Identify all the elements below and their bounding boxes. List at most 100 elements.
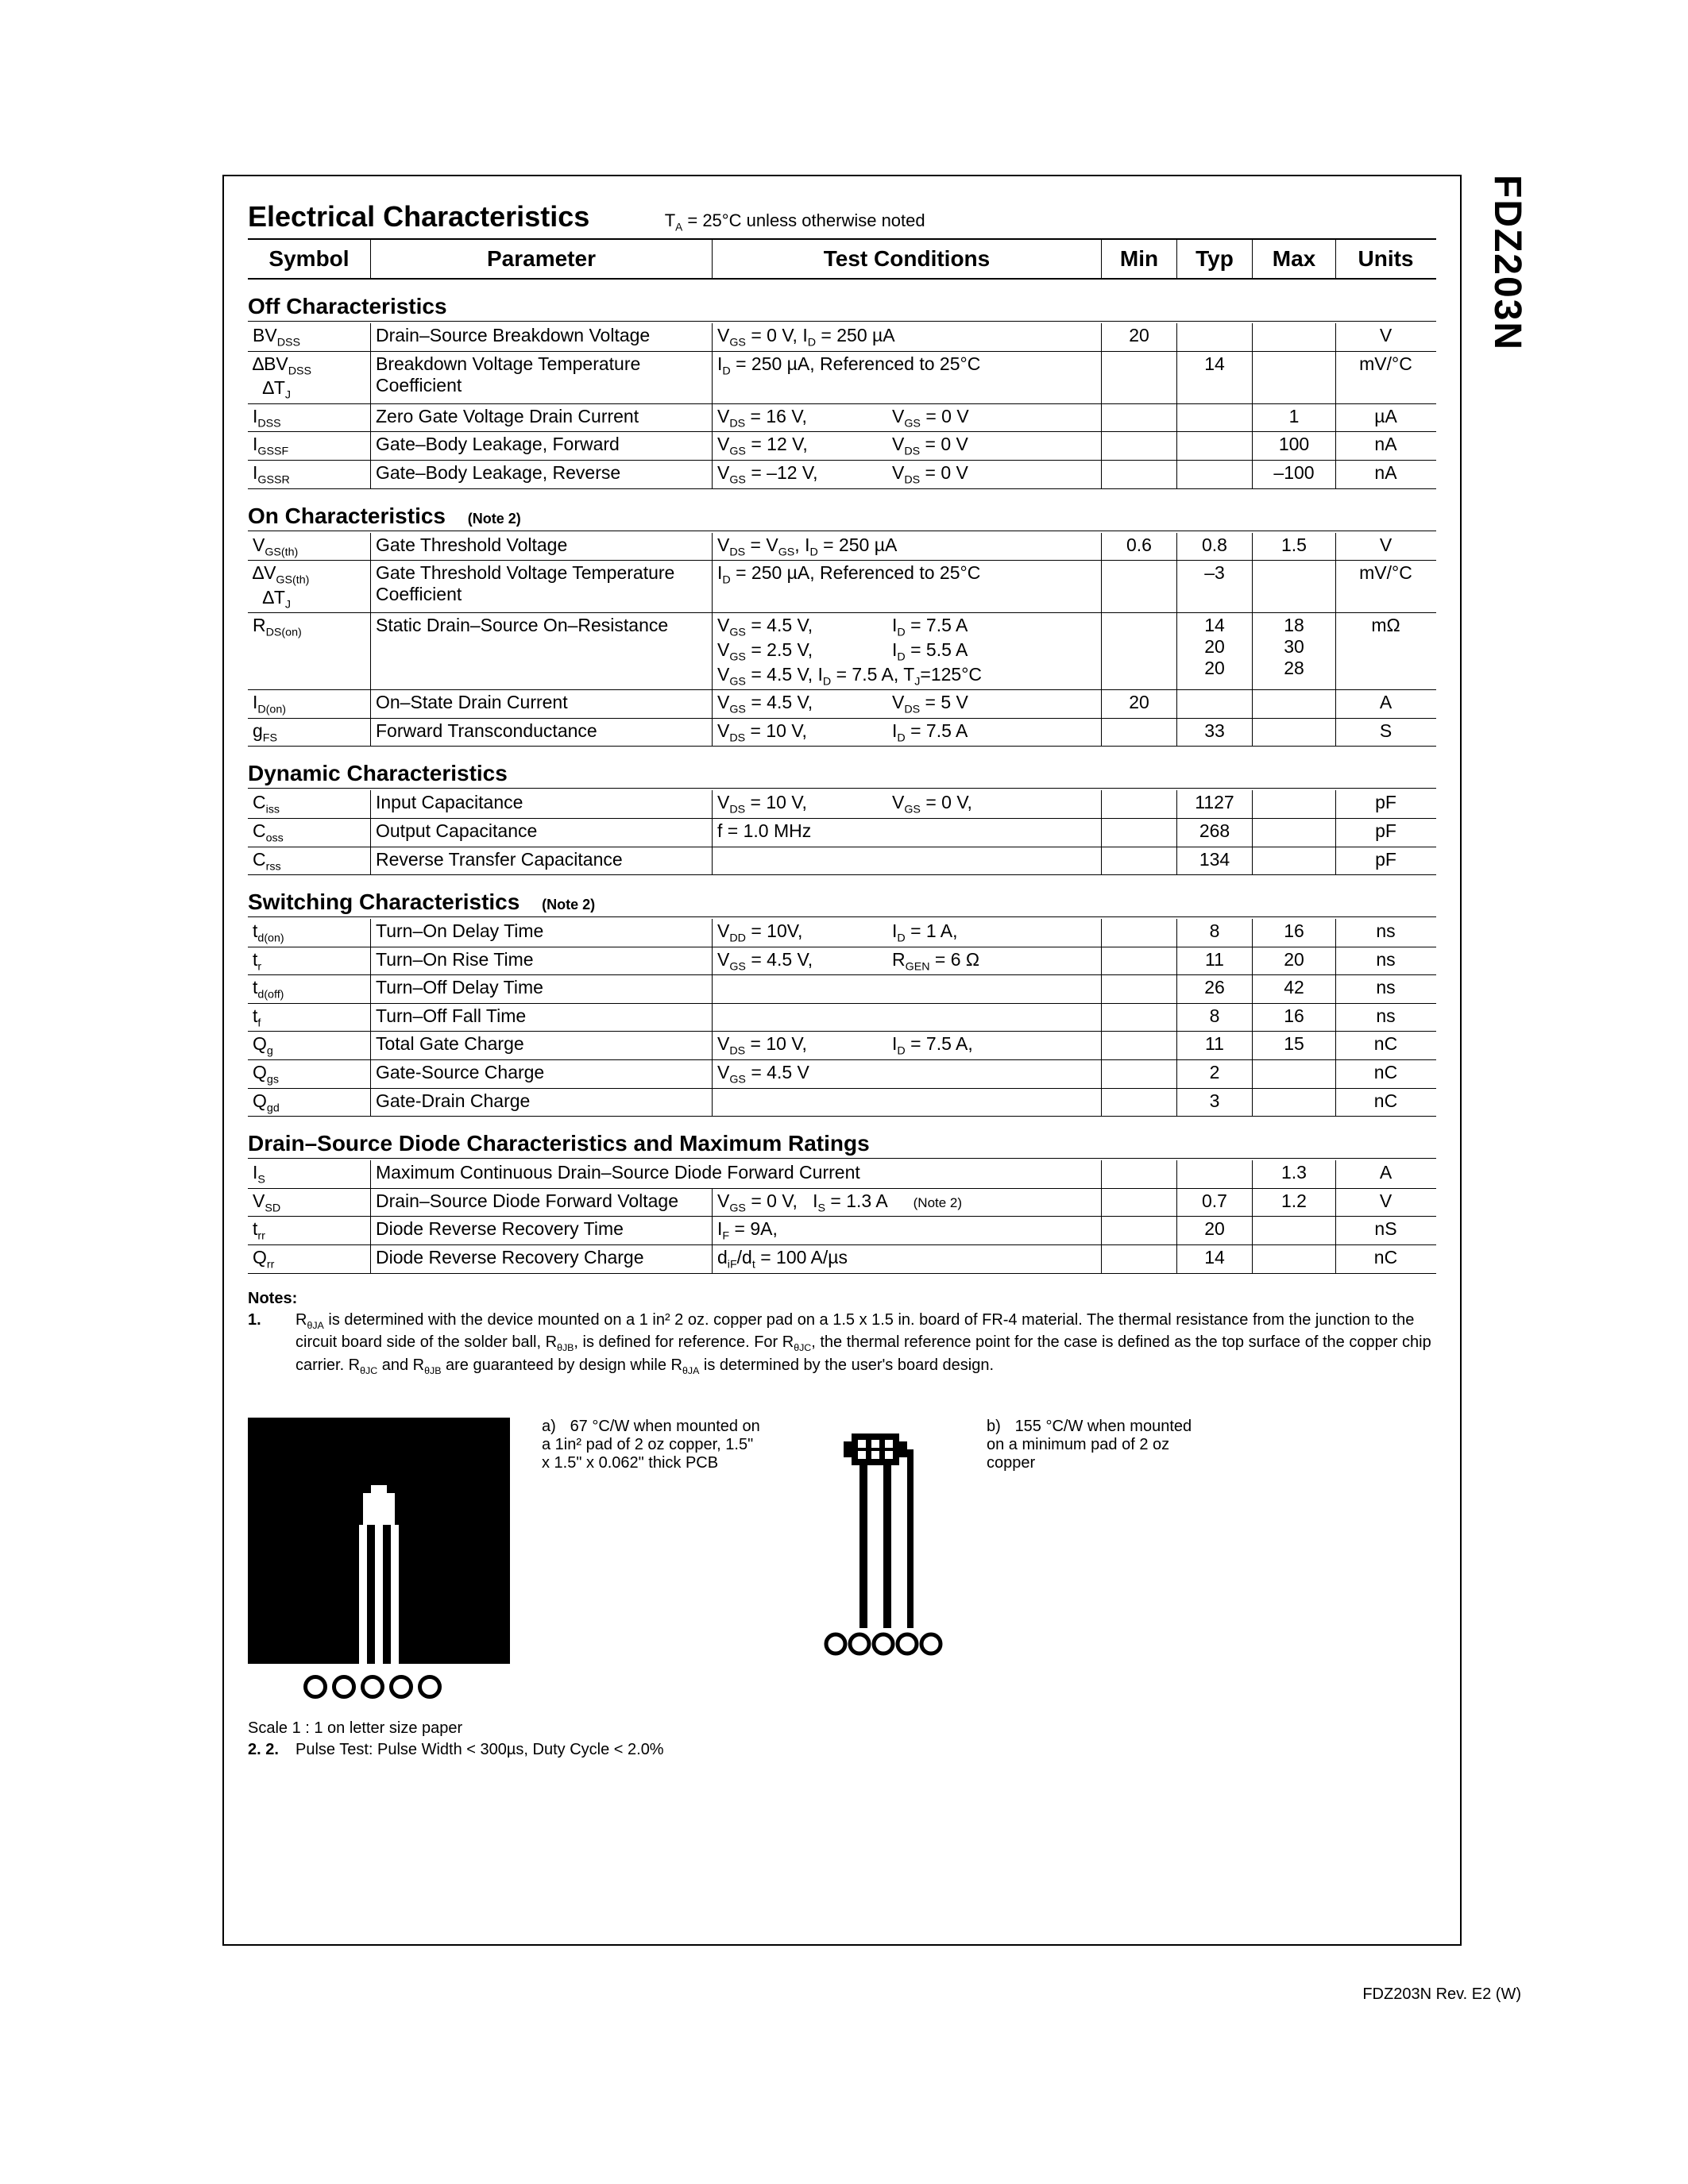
cell-unit: nC: [1336, 1060, 1435, 1088]
section-title: Drain–Source Diode Characteristics and M…: [248, 1131, 1436, 1159]
table-row: ID(on)On–State Drain CurrentVGS = 4.5 V,…: [248, 690, 1436, 719]
pcb-desc-b: b) 155 °C/W when mounted on a minimum pa…: [987, 1418, 1209, 1472]
cell-symbol: Qrr: [248, 1245, 371, 1273]
cell-cond: VGS = 0 V, IS = 1.3 A (Note 2): [713, 1189, 1102, 1217]
cell-min: [1102, 613, 1177, 689]
cell-symbol: tr: [248, 947, 371, 975]
section-title: Off Characteristics: [248, 294, 1436, 322]
cell-cond: VDS = 10 V,ID = 7.5 A,: [713, 1032, 1102, 1059]
table-row: QgTotal Gate ChargeVDS = 10 V,ID = 7.5 A…: [248, 1032, 1436, 1060]
cell-symbol: ∆VGS(th) ∆TJ: [248, 561, 371, 612]
cell-max: [1253, 819, 1336, 847]
table-row: VGS(th)Gate Threshold VoltageVDS = VGS, …: [248, 533, 1436, 561]
cell-param: Turn–Off Delay Time: [371, 975, 713, 1003]
pcb-tag-a: a): [542, 1418, 566, 1436]
cell-min: [1102, 461, 1177, 488]
cell-cond: VDS = 10 V,ID = 7.5 A: [713, 719, 1102, 747]
pcb-pads-a: [303, 1675, 442, 1699]
cell-symbol: IGSSR: [248, 461, 371, 488]
hdr-units: Units: [1336, 240, 1435, 278]
cell-typ: 142020: [1177, 613, 1253, 689]
pcb-diagram-b: [796, 1418, 955, 1664]
cell-param: Diode Reverse Recovery Charge: [371, 1245, 713, 1273]
cell-typ: 14: [1177, 352, 1253, 403]
sections-container: Off CharacteristicsBVDSSDrain–Source Bre…: [248, 294, 1436, 1274]
cell-param: Breakdown Voltage Temperature Coefficien…: [371, 352, 713, 403]
cell-symbol: trr: [248, 1217, 371, 1244]
cell-param: Turn–On Delay Time: [371, 919, 713, 947]
cell-min: [1102, 819, 1177, 847]
cell-cond: ID = 250 µA, Referenced to 25°C: [713, 352, 1102, 403]
table-row: QgsGate-Source ChargeVGS = 4.5 V2nC: [248, 1060, 1436, 1089]
cell-param: Gate–Body Leakage, Reverse: [371, 461, 713, 488]
cell-max: –100: [1253, 461, 1336, 488]
note-text: RθJA is determined with the device mount…: [295, 1310, 1436, 1378]
table-header: Symbol Parameter Test Conditions Min Typ…: [248, 238, 1436, 280]
cell-max: 42: [1253, 975, 1336, 1003]
pcb-text-b: 155 °C/W when mounted on a minimum pad o…: [987, 1418, 1192, 1472]
cell-typ: [1177, 432, 1253, 460]
cell-max: 20: [1253, 947, 1336, 975]
cell-cond: f = 1.0 MHz: [713, 819, 1102, 847]
cell-unit: V: [1336, 1189, 1435, 1217]
cell-symbol: Qgd: [248, 1089, 371, 1117]
cell-symbol: ID(on): [248, 690, 371, 718]
cell-typ: 11: [1177, 947, 1253, 975]
cell-symbol: IDSS: [248, 404, 371, 432]
cell-max: 1.5: [1253, 533, 1336, 561]
cell-min: [1102, 404, 1177, 432]
hdr-min: Min: [1102, 240, 1177, 278]
cell-min: [1102, 790, 1177, 818]
cell-typ: [1177, 461, 1253, 488]
cell-param: Reverse Transfer Capacitance: [371, 847, 713, 875]
cell-param: Diode Reverse Recovery Time: [371, 1217, 713, 1244]
cell-symbol: td(off): [248, 975, 371, 1003]
cell-unit: pF: [1336, 790, 1435, 818]
cell-param: Gate-Source Charge: [371, 1060, 713, 1088]
cell-min: [1102, 719, 1177, 747]
table-row: IGSSRGate–Body Leakage, ReverseVGS = –12…: [248, 461, 1436, 489]
cell-cond: diF/dt = 100 A/µs: [713, 1245, 1102, 1273]
table-row: VSDDrain–Source Diode Forward VoltageVGS…: [248, 1189, 1436, 1217]
section-title: On Characteristics (Note 2): [248, 504, 1436, 531]
cell-param: Drain–Source Diode Forward Voltage: [371, 1189, 713, 1217]
cell-unit: nC: [1336, 1245, 1435, 1273]
cell-min: [1102, 1089, 1177, 1117]
pcb-text-a: 67 °C/W when mounted on a 1in² pad of 2 …: [542, 1418, 760, 1472]
cell-param: Turn–On Rise Time: [371, 947, 713, 975]
cell-unit: S: [1336, 719, 1435, 747]
cell-min: [1102, 1160, 1177, 1188]
cell-max: 16: [1253, 919, 1336, 947]
cell-symbol: ∆BVDSS ∆TJ: [248, 352, 371, 403]
cell-param: Drain–Source Breakdown Voltage: [371, 323, 713, 351]
cell-symbol: Qg: [248, 1032, 371, 1059]
cell-min: 20: [1102, 323, 1177, 351]
note-2: 2. 2. Pulse Test: Pulse Width < 300µs, D…: [248, 1739, 1436, 1761]
cell-typ: –3: [1177, 561, 1253, 612]
cell-min: [1102, 847, 1177, 875]
cell-unit: A: [1336, 1160, 1435, 1188]
cell-unit: nA: [1336, 432, 1435, 460]
cell-typ: 2: [1177, 1060, 1253, 1088]
cell-cond: VGS = 4.5 V,ID = 7.5 AVGS = 2.5 V,ID = 5…: [713, 613, 1102, 689]
cell-max: [1253, 1217, 1336, 1244]
cell-typ: 3: [1177, 1089, 1253, 1117]
scale-note: Scale 1 : 1 on letter size paper: [248, 1719, 1436, 1738]
cell-min: [1102, 1032, 1177, 1059]
table-row: IGSSFGate–Body Leakage, ForwardVGS = 12 …: [248, 432, 1436, 461]
cell-typ: [1177, 690, 1253, 718]
cell-max: [1253, 1089, 1336, 1117]
cell-cond: VGS = –12 V,VDS = 0 V: [713, 461, 1102, 488]
cell-min: [1102, 1245, 1177, 1273]
cell-symbol: BVDSS: [248, 323, 371, 351]
cell-max: 183028: [1253, 613, 1336, 689]
cell-cond: [713, 1089, 1102, 1117]
table-row: ISMaximum Continuous Drain–Source Diode …: [248, 1160, 1436, 1189]
cell-max: [1253, 561, 1336, 612]
cell-unit: ns: [1336, 1004, 1435, 1032]
cell-min: [1102, 1060, 1177, 1088]
cell-symbol: td(on): [248, 919, 371, 947]
cell-symbol: IS: [248, 1160, 371, 1188]
cell-min: [1102, 1004, 1177, 1032]
pcb-desc-a: a) 67 °C/W when mounted on a 1in² pad of…: [542, 1418, 764, 1472]
